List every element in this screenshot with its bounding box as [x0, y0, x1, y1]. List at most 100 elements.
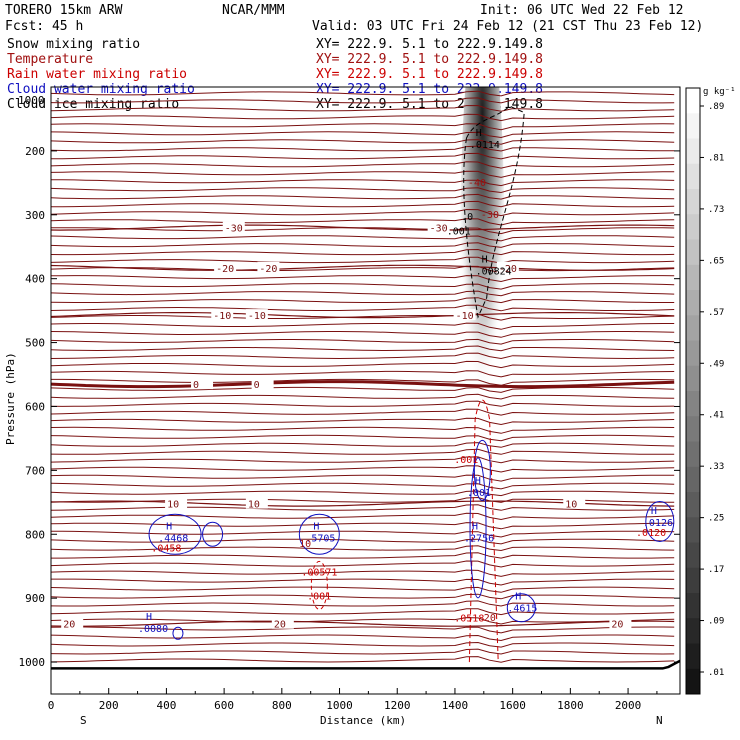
contour-label-bg	[257, 261, 280, 273]
colorbar-swatch	[686, 517, 700, 543]
isotherm-line	[51, 578, 675, 586]
x-axis-label: Distance (km)	[320, 714, 406, 727]
contour-label-bg	[245, 497, 268, 509]
colorbar-swatch	[686, 668, 700, 695]
cloud-water-max-marker: H	[472, 521, 478, 532]
colorbar-swatch	[686, 567, 700, 594]
colorbar-tick-label: .33	[708, 462, 724, 472]
contour-label-bg	[427, 221, 450, 233]
isotherm-line	[51, 90, 675, 97]
contour-label-bg	[222, 221, 245, 233]
isotherm-line	[51, 187, 675, 194]
isotherm-line	[51, 426, 675, 434]
temperature-contour-label: 10	[565, 500, 577, 511]
rain-water-contour	[310, 560, 328, 610]
plot-frame	[50, 86, 681, 695]
legend-label: Rain water mixing ratio	[7, 67, 187, 82]
contour-label-bg	[453, 309, 476, 321]
isotherm-line	[51, 322, 675, 330]
isotherm-line	[51, 145, 675, 152]
isotherm-line	[51, 193, 675, 200]
colorbar-swatch	[686, 189, 700, 215]
temperature-contour	[51, 264, 675, 271]
colorbar-tick-label: .49	[708, 359, 724, 369]
isotherm-line	[51, 331, 675, 338]
contour-label-bg	[496, 261, 519, 273]
colorbar-frame	[685, 87, 701, 695]
isotherm-line	[51, 275, 675, 283]
x-tick-label: 1000	[326, 699, 353, 712]
isotherm-line	[51, 242, 675, 248]
colorbar-swatch	[686, 441, 700, 468]
contour-label-bg	[214, 261, 237, 273]
colorbar-tick-label: .09	[708, 617, 724, 627]
contour-label-bg	[211, 309, 234, 321]
isotherm-line	[51, 465, 675, 473]
colorbar-tick-label: .01	[708, 668, 724, 678]
legend-coords: XY= 222.9. 5.1 to 222.9.149.8	[316, 67, 543, 82]
isotherm-line	[51, 538, 675, 545]
contour-extra-label: -40	[468, 178, 486, 189]
cloud-water-max-label: .2756	[464, 533, 494, 544]
cloud-water-max-label: .4468	[158, 533, 188, 544]
rain-water-max-label: .0458	[151, 543, 181, 554]
colorbar-swatch	[686, 239, 700, 266]
temperature-contour	[51, 620, 675, 627]
cloud-water-contour	[469, 457, 487, 599]
colorbar-tick-label: .65	[708, 256, 724, 266]
contour-extra-label: -30	[481, 210, 499, 221]
isotherm-line	[51, 304, 675, 312]
temperature-contour	[51, 312, 675, 319]
temperature-contour-label: 20	[611, 620, 623, 631]
isotherm-line	[51, 656, 675, 663]
y-tick-label: 400	[25, 273, 45, 286]
legend-label: Snow mixing ratio	[7, 37, 140, 52]
colorbar-tick-label: .89	[708, 102, 724, 112]
cloud-water-contour	[506, 593, 536, 623]
colorbar-swatch	[686, 138, 700, 165]
y-tick-label: 300	[25, 209, 45, 222]
y-tick-label: 1000	[19, 656, 46, 669]
rain-water-max-label: .001	[454, 455, 478, 466]
contour-extra-label: 10	[299, 539, 311, 550]
temperature-contour-label: 10	[248, 500, 260, 511]
x-tick-label: 1200	[384, 699, 411, 712]
isotherm-line	[51, 131, 675, 139]
temperature-contour	[51, 380, 675, 389]
rain-water-max-label: .0518	[454, 614, 484, 625]
colorbar-swatch	[686, 264, 700, 291]
colorbar: g kg⁻¹ .01 .09 .17 .25 .33 .41 .49 .57 .65 .73 .81…	[685, 87, 736, 695]
temperature-contour-label: -10	[213, 311, 231, 322]
colorbar-tick-label: .81	[708, 153, 724, 163]
isotherm-line	[51, 593, 675, 600]
colorbar-swatch	[686, 593, 700, 619]
isotherm-line	[51, 345, 675, 352]
temperature-contour-label: 20	[274, 620, 286, 631]
isotherm-line	[51, 235, 675, 242]
colorbar-tick-label: .25	[708, 514, 724, 524]
y-tick-label: 700	[25, 464, 45, 477]
colorbar-swatch	[686, 643, 700, 670]
isotherm-line	[51, 161, 675, 169]
cloud-water-max-marker: H	[313, 521, 319, 532]
isotherm-line	[51, 297, 675, 304]
legend-label: Temperature	[7, 52, 93, 67]
isotherm-line	[51, 386, 675, 393]
x-tick-label: 1600	[499, 699, 526, 712]
isotherm-line	[51, 179, 675, 187]
cloud-water-max-marker: H	[651, 506, 657, 517]
colorbar-swatch	[686, 315, 700, 341]
valid-time: Valid: 03 UTC Fri 24 Feb 12 (21 CST Thu …	[312, 19, 703, 34]
cloud-water-max-label: .4615	[507, 604, 537, 615]
cloud-water-max-label: .0126	[643, 518, 673, 529]
isotherm-line	[51, 338, 675, 345]
temperature-contour	[51, 224, 675, 231]
isotherm-line	[51, 265, 675, 274]
colorbar-tick-label: .73	[708, 205, 724, 215]
contour-label-bg	[271, 617, 294, 629]
isotherm-line	[51, 482, 675, 490]
cloud-water-max-marker: H	[515, 592, 521, 603]
isotherm-line	[51, 586, 675, 593]
ice-max-label: .001	[447, 227, 471, 238]
contour-label-bg	[609, 617, 632, 629]
